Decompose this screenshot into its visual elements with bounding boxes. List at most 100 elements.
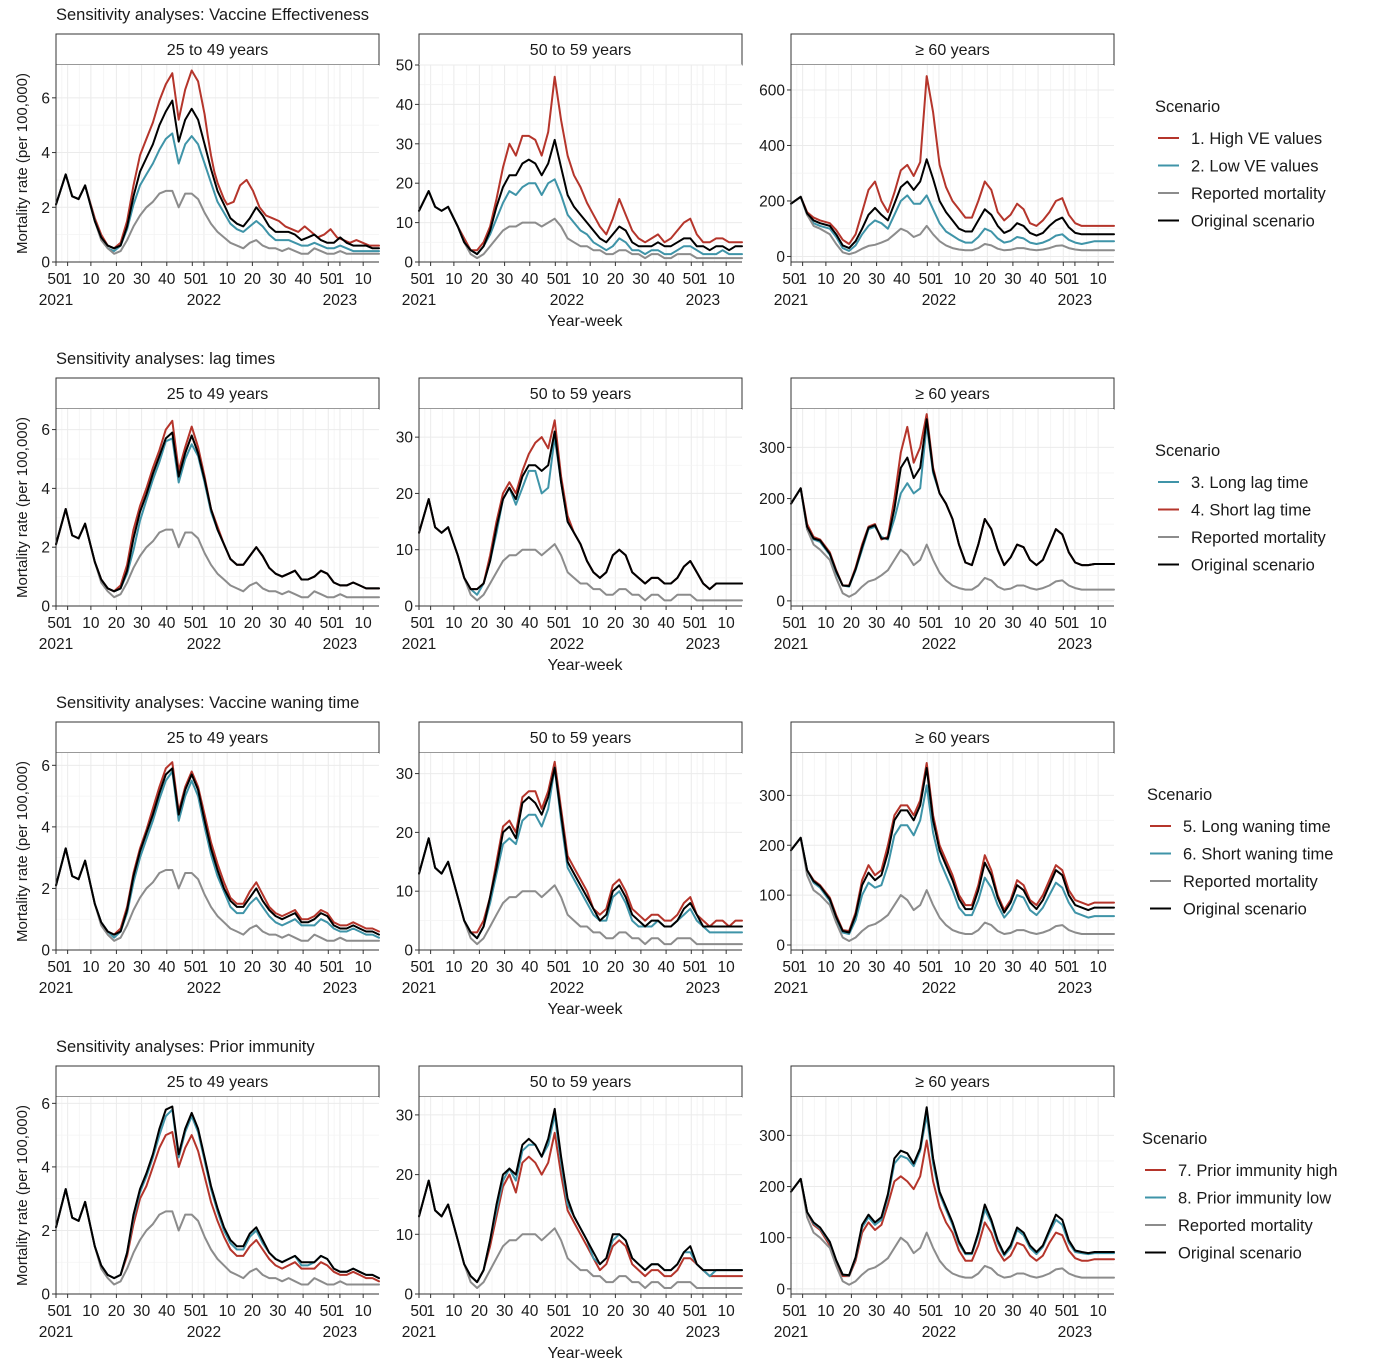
x-tick-label: 40: [1029, 271, 1047, 288]
x-tick-label: 10: [1090, 615, 1108, 632]
x-tick-label: 20: [244, 615, 262, 632]
x-year-label: 2022: [922, 636, 956, 653]
chart-title: Sensitivity analyses: lag times: [56, 350, 275, 368]
series-line: [790, 158, 1115, 250]
x-tick-label: 50: [1055, 959, 1073, 976]
legend-title: Scenario: [1155, 442, 1220, 460]
legend: Scenario 3. Long lag time 4. Short lag tim…: [1155, 442, 1327, 575]
x-year-label: 2023: [686, 636, 720, 653]
series-line: [418, 760, 743, 934]
y-tick-label: 30: [396, 1107, 414, 1124]
series-line: [790, 836, 1115, 942]
panel-label: 50 to 59 years: [530, 730, 631, 747]
x-tick-label: 1: [699, 615, 708, 632]
x-tick-label: 10: [355, 1303, 373, 1320]
y-tick-label: 0: [776, 938, 785, 955]
y-tick-label: 10: [396, 884, 414, 901]
x-tick-label: 10: [582, 615, 600, 632]
x-tick-label: 10: [817, 959, 835, 976]
x-tick-label: 10: [1090, 271, 1108, 288]
panel-label: 50 to 59 years: [530, 1074, 631, 1091]
series-line: [418, 766, 743, 940]
x-tick-label: 30: [632, 271, 650, 288]
x-year-label: 2023: [323, 1324, 357, 1341]
x-tick-label: 40: [521, 1303, 539, 1320]
x-tick-label: 10: [445, 959, 463, 976]
x-tick-label: 10: [718, 1303, 736, 1320]
x-tick-label: 1: [63, 271, 72, 288]
x-tick-label: 40: [521, 615, 539, 632]
x-tick-label: 50: [547, 959, 565, 976]
series-line: [55, 1105, 380, 1280]
x-year-label: 2023: [686, 1324, 720, 1341]
x-tick-label: 40: [158, 271, 176, 288]
y-tick-label: 4: [41, 481, 50, 498]
x-tick-label: 20: [471, 1303, 489, 1320]
x-year-label: 2022: [550, 292, 584, 309]
y-tick-label: 300: [759, 440, 785, 457]
x-year-label: 2021: [402, 980, 436, 997]
series-line: [55, 69, 380, 250]
y-tick-label: 100: [759, 1230, 785, 1247]
x-tick-label: 10: [445, 271, 463, 288]
x-tick-label: 1: [336, 615, 345, 632]
x-tick-label: 50: [184, 271, 202, 288]
x-tick-label: 20: [843, 959, 861, 976]
x-year-label: 2021: [39, 1324, 73, 1341]
x-tick-label: 1: [935, 615, 944, 632]
x-tick-label: 30: [632, 959, 650, 976]
legend-label: 5. Long waning time: [1183, 818, 1331, 836]
x-axis-label: Year-week: [547, 657, 623, 674]
x-tick-label: 1: [798, 271, 807, 288]
x-tick-label: 50: [1055, 615, 1073, 632]
x-tick-label: 40: [158, 1303, 176, 1320]
x-tick-label: 40: [657, 959, 675, 976]
x-tick-label: 20: [471, 271, 489, 288]
x-year-label: 2021: [402, 292, 436, 309]
x-year-label: 2022: [922, 980, 956, 997]
y-axis-label: Mortality rate (per 100,000): [14, 761, 31, 942]
panel-label: ≥ 60 years: [915, 42, 990, 59]
legend-title: Scenario: [1155, 98, 1220, 116]
y-tick-label: 600: [759, 82, 785, 99]
y-tick-label: 20: [396, 176, 414, 193]
x-tick-label: 40: [657, 615, 675, 632]
series-line: [790, 75, 1115, 245]
x-tick-label: 40: [893, 1303, 911, 1320]
x-tick-label: 40: [294, 959, 312, 976]
y-tick-label: 0: [404, 255, 413, 272]
x-tick-label: 30: [1004, 959, 1022, 976]
x-tick-label: 10: [219, 615, 237, 632]
x-tick-label: 50: [320, 959, 338, 976]
y-tick-label: 6: [41, 1096, 50, 1113]
x-tick-label: 10: [954, 615, 972, 632]
y-tick-label: 0: [776, 1281, 785, 1298]
x-tick-label: 10: [817, 615, 835, 632]
x-tick-label: 1: [1071, 1303, 1080, 1320]
x-tick-label: 1: [426, 1303, 435, 1320]
x-year-label: 2021: [402, 636, 436, 653]
chart-row-2: Sensitivity analyses: lag times Mortality…: [14, 350, 1327, 674]
x-tick-label: 40: [521, 959, 539, 976]
series-line: [418, 837, 743, 946]
x-tick-label: 1: [699, 959, 708, 976]
x-tick-label: 50: [47, 959, 65, 976]
panel-strip: [790, 33, 1115, 66]
x-tick-label: 10: [954, 1303, 972, 1320]
x-tick-label: 50: [320, 615, 338, 632]
x-tick-label: 20: [108, 959, 126, 976]
x-year-label: 2021: [39, 980, 73, 997]
x-tick-label: 1: [426, 959, 435, 976]
legend-title: Scenario: [1142, 1130, 1207, 1148]
x-tick-label: 1: [798, 959, 807, 976]
x-year-label: 2022: [550, 980, 584, 997]
legend-label: Original scenario: [1191, 557, 1315, 575]
x-year-label: 2021: [774, 980, 808, 997]
series-line: [790, 194, 1115, 252]
x-tick-label: 50: [184, 615, 202, 632]
x-tick-label: 50: [547, 271, 565, 288]
series-line: [55, 508, 380, 599]
